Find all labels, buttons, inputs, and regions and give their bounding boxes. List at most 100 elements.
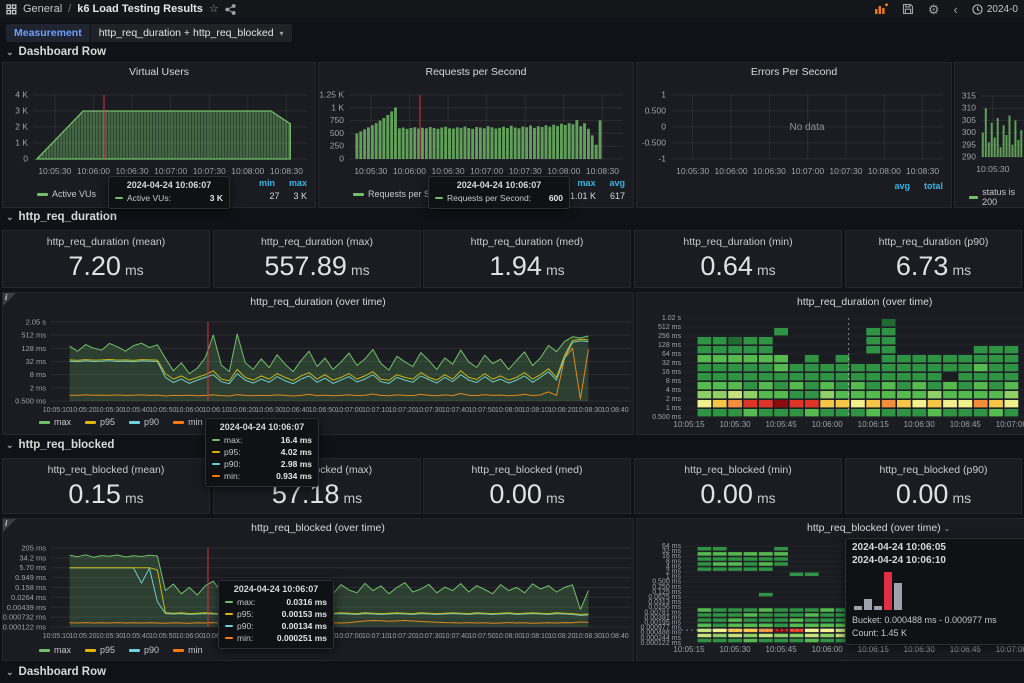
axis-tick-label: 10:05:45	[766, 420, 798, 429]
stat-value: 0.00 ms	[700, 479, 776, 509]
legend-max[interactable]: max	[39, 417, 71, 427]
stat-blocked-min: http_req_blocked (min) 0.00 ms	[634, 458, 842, 514]
legend-color-swatch	[129, 648, 141, 652]
legend-active-vus[interactable]: Active VUs	[37, 189, 96, 199]
histogram-bar	[874, 606, 882, 610]
legend-min[interactable]: min	[173, 645, 203, 655]
panel-title[interactable]: http_req_duration (over time)	[797, 296, 933, 308]
stat-title[interactable]: http_req_duration (med)	[470, 236, 584, 248]
breadcrumb-folder[interactable]: General	[23, 3, 63, 15]
axis-tick-label: 2 ms	[666, 569, 682, 576]
chevron-down-icon: ⌄	[6, 211, 14, 222]
axis-tick-label: 0.158 ms	[15, 583, 46, 592]
stat-title[interactable]: http_req_blocked (mean)	[47, 464, 165, 476]
axis-tick-label: 10:05:40	[123, 633, 150, 640]
axis-tick-label: 10:06:30	[116, 166, 149, 176]
template-variables-bar: Measurement http_req_duration + http_req…	[6, 23, 292, 43]
axis-tick-label: 32 ms	[26, 357, 47, 366]
panel-info-corner[interactable]: i	[3, 293, 16, 306]
dashboard-title[interactable]: k6 Load Testing Results	[77, 3, 203, 15]
legend-color-swatch	[129, 420, 141, 424]
axis-tick-label: 10:05:30	[38, 166, 71, 176]
legend-color-swatch	[969, 195, 979, 199]
tooltip-virtual-users: 2024-04-24 10:06:07 Active VUs: 3 K	[108, 176, 230, 209]
add-panel-icon[interactable]	[874, 3, 888, 15]
axis-tick-label: 5.70 ms	[19, 563, 46, 572]
axis-tick-label: 10:06:10	[202, 407, 229, 414]
axis-tick-label: 10:08:00	[547, 166, 580, 176]
stat-title[interactable]: http_req_duration (mean)	[46, 236, 166, 248]
legend-min[interactable]: min	[173, 417, 203, 427]
variable-dropdown[interactable]: http_req_duration + http_req_blocked ▾	[90, 24, 292, 42]
axis-tick-label: 10:07:50	[468, 407, 495, 414]
legend-p95[interactable]: p95	[85, 645, 115, 655]
axis-tick-label: 10:07:30	[193, 166, 226, 176]
panel-title[interactable]: http_req_blocked (over time)	[251, 522, 385, 534]
panel-duration-heatmap: http_req_duration (over time) 1.02 s 512 …	[636, 292, 1024, 435]
stat-value: 0.00 ms	[489, 479, 565, 509]
axis-tick-label: 10:06:20	[229, 407, 256, 414]
axis-tick-label: 128 ms	[21, 344, 46, 353]
axis-tick-label: 4 K	[15, 90, 28, 100]
legend-p95[interactable]: p95	[85, 417, 115, 427]
axis-tick-label: 0.0313 ms	[648, 599, 681, 606]
legend-color-swatch	[39, 420, 50, 424]
row-header-dashboard-top[interactable]: ⌄ Dashboard Row	[6, 46, 107, 58]
apps-grid-icon[interactable]	[6, 3, 17, 15]
axis-tick-label: 0.00391 ms	[644, 614, 681, 621]
panel-info-corner[interactable]: i	[3, 519, 16, 532]
panel-title[interactable]: Virtual Users	[129, 66, 189, 78]
axis-tick-label: 10:06:30	[753, 166, 786, 176]
axis-tick-label: 10:05:30	[96, 407, 123, 414]
axis-tick-label: 0	[23, 154, 28, 164]
stat-title[interactable]: http_req_duration (p90)	[878, 236, 989, 248]
cycle-back-icon[interactable]: ‹	[953, 1, 958, 17]
stat-title[interactable]: http_req_blocked (p90)	[879, 464, 988, 476]
row-header-http-req-blocked[interactable]: ⌄ http_req_blocked	[6, 439, 115, 451]
star-icon[interactable]: ☆	[208, 2, 219, 15]
legend-color-swatch	[37, 192, 48, 196]
axis-tick-label: 10:05:40	[123, 407, 150, 414]
stat-title[interactable]: http_req_blocked (min)	[684, 464, 792, 476]
stat-value: 0.00 ms	[895, 479, 972, 509]
axis-tick-label: 10:06:00	[714, 166, 747, 176]
panel-title[interactable]: Requests per Second	[425, 66, 527, 78]
axis-tick-label: 10:07:00	[996, 420, 1024, 429]
axis-tick-label: 10:07:00	[335, 407, 362, 414]
panel-title[interactable]: Errors Per Second	[750, 66, 838, 78]
axis-tick-label: 10:06:00	[393, 166, 426, 176]
save-icon[interactable]	[902, 3, 914, 15]
legend-p90[interactable]: p90	[129, 645, 159, 655]
panel-title[interactable]: http_req_blocked (over time) ⌄	[807, 522, 951, 534]
axis-tick-label: 10:06:15	[858, 645, 890, 654]
row-header-dashboard-bottom[interactable]: ⌄ Dashboard Row	[6, 666, 107, 678]
clock-icon	[972, 3, 983, 15]
axis-tick-label: 10:06:45	[950, 645, 982, 654]
stat-title[interactable]: http_req_duration (max)	[260, 236, 374, 248]
bucket-histogram	[854, 570, 1020, 610]
axis-tick-label: 10:06:30	[432, 166, 465, 176]
stat-title[interactable]: http_req_blocked (med)	[471, 464, 583, 476]
settings-gear-icon[interactable]: ⚙	[927, 1, 940, 17]
axis-tick-label: 10:08:10	[522, 633, 549, 640]
axis-tick-label: 10:05:30	[719, 420, 751, 429]
axis-tick-label: 16 ms	[662, 369, 682, 376]
row-header-http-req-duration[interactable]: ⌄ http_req_duration	[6, 211, 117, 223]
time-picker[interactable]: 2024-0	[972, 4, 1018, 15]
share-icon[interactable]	[225, 3, 236, 15]
breadcrumb-separator: /	[68, 3, 72, 15]
legend-requests-per-second[interactable]: Requests per Second	[353, 189, 455, 199]
histogram-bar	[894, 583, 902, 610]
axis-tick-label: 300	[962, 127, 976, 137]
legend-p90[interactable]: p90	[129, 417, 159, 427]
top-navbar: General / k6 Load Testing Results ☆ ⚙ ‹ …	[0, 0, 1024, 18]
legend-status-200[interactable]: status is 200	[969, 187, 1024, 207]
legend-max[interactable]: max	[39, 645, 71, 655]
axis-tick-label: 1.02 s	[662, 315, 682, 322]
axis-tick-label: -0.500	[642, 138, 666, 148]
stat-duration-max: http_req_duration (max) 557.89 ms	[213, 230, 421, 288]
axis-tick-label: 10:06:00	[812, 645, 844, 654]
panel-title[interactable]: http_req_duration (over time)	[250, 296, 386, 308]
axis-tick-label: 1 ms	[666, 574, 682, 581]
stat-title[interactable]: http_req_duration (min)	[683, 236, 793, 248]
